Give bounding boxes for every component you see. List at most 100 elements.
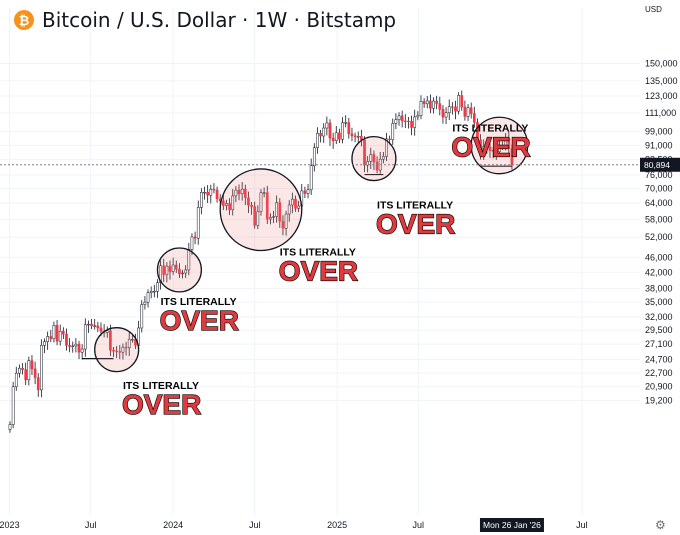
candle-body-down xyxy=(49,336,53,340)
candle xyxy=(429,94,432,114)
candle xyxy=(109,324,112,357)
candle xyxy=(159,260,162,290)
candle-body-up xyxy=(131,339,134,341)
candle-body-up xyxy=(432,100,435,109)
candle-body-down xyxy=(247,197,250,206)
price-tick-label: 35,000 xyxy=(645,297,673,307)
candle-body-down xyxy=(115,350,119,352)
candle-body-down xyxy=(410,120,413,128)
candle xyxy=(140,300,144,333)
candle xyxy=(510,144,514,170)
candle-body-up xyxy=(425,100,429,105)
candle xyxy=(275,195,279,223)
candle xyxy=(485,142,489,154)
candle xyxy=(149,286,153,299)
annotation-line1: ITS LITERALLY xyxy=(161,296,237,308)
candle xyxy=(121,343,125,360)
annotation-line1: ITS LITERALLY xyxy=(280,247,356,259)
currency-label: USD xyxy=(645,5,662,14)
candle-body-down xyxy=(294,198,297,209)
candle xyxy=(303,186,307,198)
candle-body-down xyxy=(265,192,269,220)
candle xyxy=(127,332,131,356)
candle-body-up xyxy=(491,149,495,152)
candle xyxy=(112,347,115,358)
candle-body-up xyxy=(413,116,417,128)
candle xyxy=(74,338,78,353)
annotation-line1: ITS LITERALLY xyxy=(452,123,528,135)
candle-body-down xyxy=(124,346,128,349)
candle xyxy=(165,262,169,283)
candle-body-down xyxy=(77,343,81,353)
candle-body-up xyxy=(87,323,90,326)
candle-body-up xyxy=(40,345,43,391)
candle xyxy=(152,284,156,298)
candle xyxy=(71,341,75,353)
candle xyxy=(347,118,351,139)
candle xyxy=(65,328,68,351)
candle-body-down xyxy=(319,133,322,137)
candle-body-up xyxy=(312,147,316,167)
candle xyxy=(231,189,235,216)
candle-body-down xyxy=(206,192,209,196)
candle-body-up xyxy=(190,236,194,250)
candle xyxy=(262,187,266,198)
candle-body-up xyxy=(275,202,279,217)
candle xyxy=(77,340,81,360)
candle-body-down xyxy=(400,115,404,122)
candle xyxy=(143,296,147,310)
candle-body-up xyxy=(504,137,508,147)
gear-icon[interactable]: ⚙ xyxy=(655,518,666,532)
price-tick-label: 24,700 xyxy=(645,354,673,364)
candle xyxy=(212,183,216,194)
candle xyxy=(253,201,257,229)
candle-body-up xyxy=(466,107,470,117)
candle xyxy=(43,338,46,354)
candle xyxy=(215,186,219,203)
candle-body-up xyxy=(203,192,206,194)
candle-body-down xyxy=(118,351,122,353)
candle-body-up xyxy=(366,161,369,166)
candle-body-up xyxy=(156,282,159,292)
candle-body-up xyxy=(8,424,12,430)
candle-body-down xyxy=(372,154,376,163)
time-tick-label: Jul xyxy=(85,520,97,530)
candle-body-up xyxy=(231,195,235,210)
candle xyxy=(331,132,335,149)
candle xyxy=(319,130,322,143)
candle-body-up xyxy=(209,188,213,196)
candle xyxy=(203,186,206,200)
candle-body-up xyxy=(83,324,87,350)
candle-body-up xyxy=(11,386,15,425)
candle-body-down xyxy=(485,146,489,148)
candle xyxy=(391,118,395,145)
candle-body-down xyxy=(90,323,93,327)
candle-body-down xyxy=(488,146,492,151)
candle-body-down xyxy=(469,107,473,114)
candle-body-down xyxy=(112,350,115,352)
candle xyxy=(338,128,341,143)
candle-body-up xyxy=(394,119,398,124)
candle xyxy=(250,201,253,215)
candle xyxy=(457,92,460,115)
candle-body-down xyxy=(472,113,476,123)
candle-body-down xyxy=(237,189,241,194)
candle xyxy=(472,106,476,128)
candle xyxy=(187,242,191,276)
price-axis[interactable]: USD 150,000 135,000 123,000 111,000 99,000 91… xyxy=(645,5,678,406)
highlight-circle xyxy=(94,327,140,373)
candle-body-up xyxy=(287,204,291,215)
candle-body-up xyxy=(127,339,131,349)
time-axis[interactable]: 2023 Jul 2024 Jul 2025 Jul Jul Mon 26 Jan '26 xyxy=(0,518,588,532)
candle xyxy=(469,102,473,119)
candle xyxy=(11,381,15,429)
candle-body-up xyxy=(121,346,125,353)
candle xyxy=(61,327,65,340)
candle-body-up xyxy=(200,192,203,208)
price-tick-label: 20,900 xyxy=(645,382,673,392)
candle-body-up xyxy=(341,122,344,140)
candle-body-down xyxy=(454,106,457,112)
